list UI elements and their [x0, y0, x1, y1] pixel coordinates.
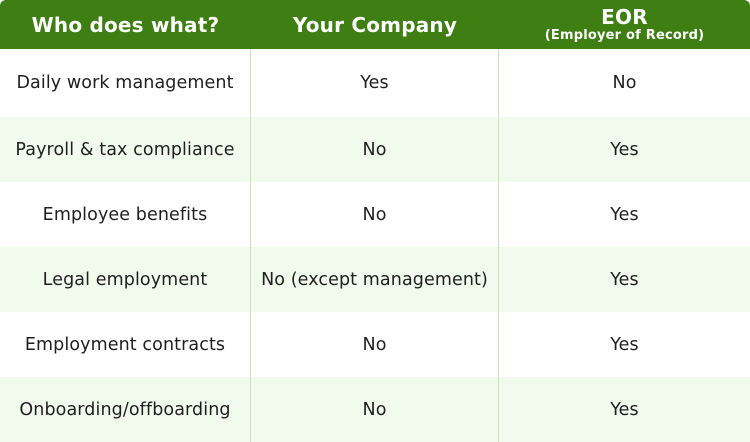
task-cell: Payroll & tax compliance: [0, 117, 251, 182]
eor-cell: Yes: [610, 334, 639, 355]
task-cell: Legal employment: [0, 247, 251, 312]
header-your-company: Your Company: [251, 0, 499, 49]
task-cell: Onboarding/offboarding: [0, 377, 251, 442]
task-cell: Employment contracts: [0, 312, 251, 377]
header-col3-label: EOR: [601, 4, 648, 29]
table-row: Onboarding/offboarding No Yes: [0, 377, 750, 442]
table-row: Legal employment No (except management) …: [0, 247, 750, 312]
header-eor: EOR (Employer of Record): [499, 0, 750, 49]
task-cell: Daily work management: [0, 49, 251, 117]
table-header: Who does what? Your Company EOR (Employe…: [0, 0, 750, 49]
table-body: Daily work management Yes No Payroll & t…: [0, 49, 750, 442]
company-cell: No: [251, 182, 499, 247]
eor-cell: No: [612, 73, 637, 93]
table-row: Employee benefits No Yes: [0, 182, 750, 247]
company-cell: No: [251, 377, 499, 442]
header-who-does-what: Who does what?: [0, 0, 251, 49]
table-row: Employment contracts No Yes: [0, 312, 750, 377]
company-cell: No (except management): [251, 247, 499, 312]
table-row: Payroll & tax compliance No Yes: [0, 117, 750, 182]
table-row: Daily work management Yes No: [0, 49, 750, 117]
header-col1-label: Who does what?: [31, 12, 220, 37]
eor-cell: Yes: [610, 204, 639, 225]
company-cell: No: [251, 312, 499, 377]
header-col2-label: Your Company: [292, 12, 458, 37]
eor-cell: Yes: [610, 399, 639, 420]
header-col3-sublabel: (Employer of Record): [544, 27, 705, 43]
company-cell: Yes: [251, 49, 499, 117]
task-cell: Employee benefits: [0, 182, 251, 247]
eor-cell: Yes: [610, 269, 639, 290]
eor-cell: Yes: [610, 139, 639, 160]
company-cell: No: [251, 117, 499, 182]
